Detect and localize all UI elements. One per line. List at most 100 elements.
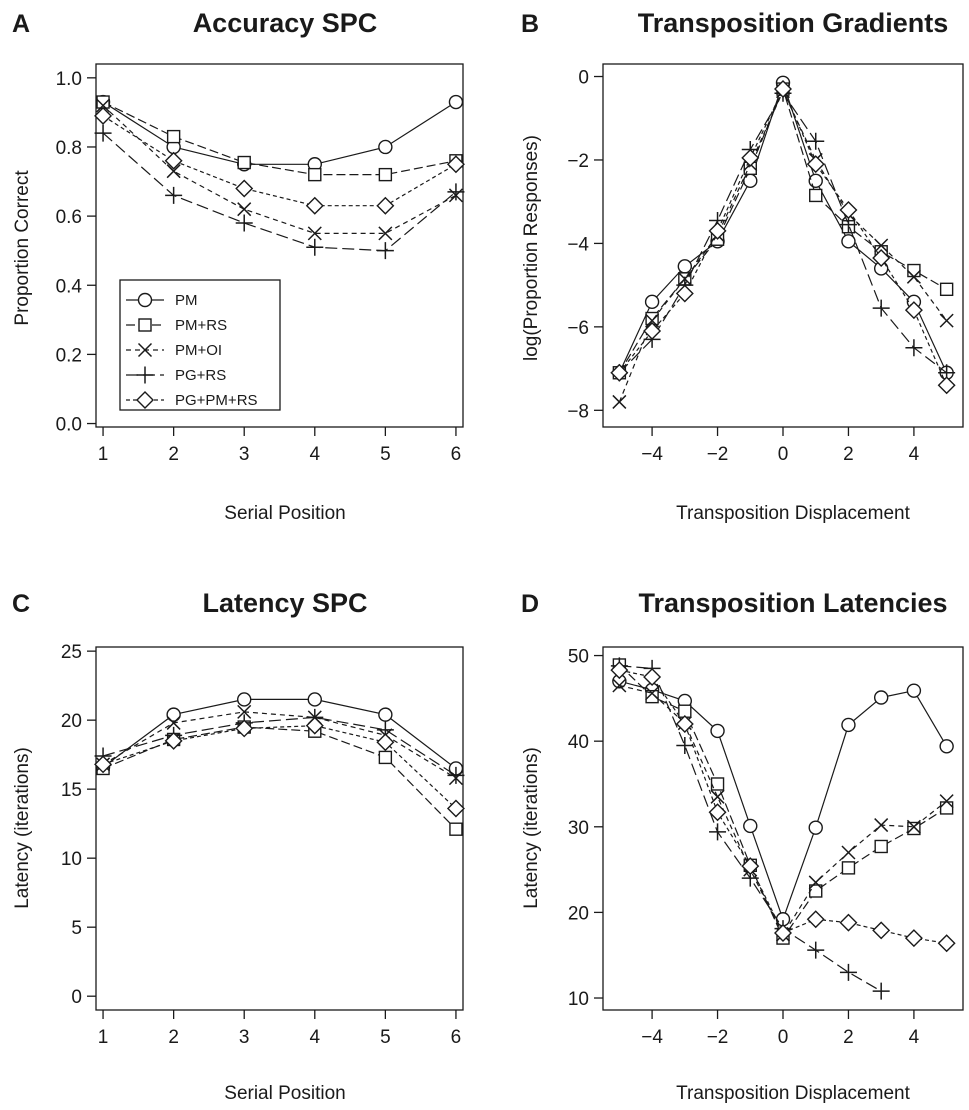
panel-letter-b: B xyxy=(521,10,539,38)
data-point xyxy=(306,238,324,256)
x-tick-label-a: 4 xyxy=(309,444,320,465)
series-c-pm-oi xyxy=(96,704,463,786)
y-tick-label-a: 1.0 xyxy=(56,69,82,90)
series-b-pm-oi xyxy=(612,84,954,409)
y-tick-label-b: −6 xyxy=(567,318,589,339)
panel-letter-c: C xyxy=(12,590,30,618)
data-point xyxy=(939,794,954,809)
data-point xyxy=(939,282,954,297)
legend-label-pm-rs: PM+RS xyxy=(175,317,227,334)
series-a-pm-oi xyxy=(96,98,463,241)
y-tick-label-c: 0 xyxy=(71,987,82,1008)
data-point xyxy=(774,80,792,99)
data-point xyxy=(807,941,825,959)
data-point xyxy=(378,707,393,722)
series-line xyxy=(619,680,948,922)
x-tick-label-a: 3 xyxy=(239,444,250,465)
x-tick-label-c: 2 xyxy=(168,1027,179,1048)
data-point xyxy=(235,719,254,738)
y-tick-label-a: 0.4 xyxy=(56,276,83,297)
series-a-pm xyxy=(95,94,464,172)
legend-label-pg-pm-rs: PG+PM+RS xyxy=(175,392,258,409)
legend-label-pm: PM xyxy=(175,292,198,309)
data-point xyxy=(743,818,758,834)
data-point xyxy=(708,221,727,240)
plot-frame-a xyxy=(95,63,464,428)
data-point xyxy=(448,94,464,110)
series-d-pg-pm-rs xyxy=(610,661,956,953)
data-point xyxy=(808,875,823,890)
data-point xyxy=(166,164,181,179)
series-c-pm xyxy=(95,692,464,776)
x-tick-label-d: 2 xyxy=(843,1027,854,1048)
y-tick-label-b: −2 xyxy=(567,151,589,172)
data-point xyxy=(841,717,856,733)
data-point xyxy=(741,857,760,876)
data-point xyxy=(96,98,111,113)
y-tick-label-a: 0.2 xyxy=(56,345,82,366)
y-tick-label-d: 40 xyxy=(568,732,589,753)
y-tick-label-a: 0.6 xyxy=(56,207,82,228)
data-point xyxy=(839,913,858,932)
data-point xyxy=(806,910,825,929)
data-point xyxy=(166,129,181,144)
data-point xyxy=(235,179,254,198)
data-point xyxy=(643,322,662,341)
data-point xyxy=(906,269,921,284)
x-tick-label-a: 6 xyxy=(451,444,462,465)
series-line xyxy=(618,87,947,374)
data-point xyxy=(237,704,252,719)
series-d-pm-oi xyxy=(612,678,954,942)
data-point xyxy=(645,686,660,701)
data-point xyxy=(237,202,252,217)
series-line xyxy=(102,101,457,165)
data-point xyxy=(904,929,923,948)
series-a-pm-rs xyxy=(96,95,463,182)
data-point xyxy=(376,242,394,260)
panel-title-b: Transposition Gradients xyxy=(638,8,949,38)
y-axis-label-d: Latency (iterations) xyxy=(521,747,542,909)
panel-title-a: Accuracy SPC xyxy=(193,8,378,38)
y-tick-label-b: −4 xyxy=(567,234,589,255)
panel-title-d: Transposition Latencies xyxy=(638,588,947,618)
data-point xyxy=(643,667,662,686)
x-tick-label-c: 4 xyxy=(309,1027,320,1048)
series-c-pg-pm-rs xyxy=(94,716,465,818)
y-tick-label-a: 0.0 xyxy=(56,415,82,436)
data-point xyxy=(644,294,660,310)
data-point xyxy=(839,963,857,981)
plot-frame-c xyxy=(95,646,464,1011)
series-d-pm xyxy=(612,674,954,927)
series-line xyxy=(618,87,948,386)
x-tick-label-d: 0 xyxy=(778,1027,789,1048)
data-point xyxy=(237,692,252,707)
panel-letter-a: A xyxy=(12,10,30,38)
data-point xyxy=(708,803,727,822)
series-line xyxy=(619,684,947,936)
data-point xyxy=(874,818,889,833)
y-tick-label-c: 5 xyxy=(71,918,82,939)
data-point xyxy=(378,226,393,241)
y-tick-label-d: 50 xyxy=(568,647,589,668)
y-tick-label-d: 20 xyxy=(568,903,589,924)
series-line xyxy=(618,92,947,374)
data-point xyxy=(610,661,629,680)
legend-marker xyxy=(137,342,153,358)
plot-panel-d: −4 −2 0 2 4 10 20 30 40 50 xyxy=(568,646,964,1048)
legend: PM PM+RS PM+OI PG+RS PG+PM+RS xyxy=(119,279,281,411)
x-axis-label-d: Transposition Displacement xyxy=(676,1083,910,1104)
y-axis-label-c: Latency (iterations) xyxy=(12,747,33,909)
panel-letter-d: D xyxy=(521,590,539,618)
data-point xyxy=(872,921,891,940)
data-point xyxy=(645,689,659,704)
x-tick-label-d: −2 xyxy=(707,1027,729,1048)
x-axis-label-b: Transposition Displacement xyxy=(676,503,910,524)
data-point xyxy=(307,226,322,241)
series-line xyxy=(618,89,948,403)
data-point xyxy=(904,301,923,320)
data-point xyxy=(449,822,463,836)
data-point xyxy=(675,284,694,303)
data-point xyxy=(307,692,322,707)
data-point xyxy=(165,186,183,204)
